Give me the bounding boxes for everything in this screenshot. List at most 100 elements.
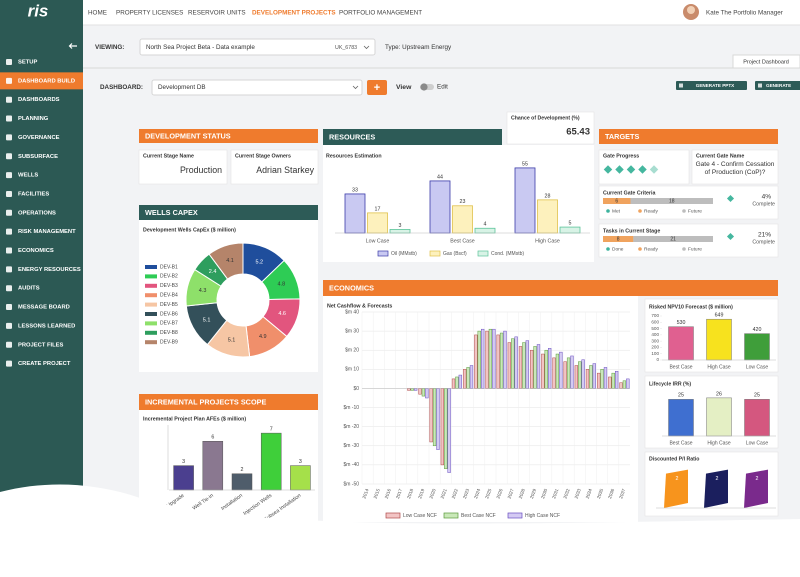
- legend-label: Best Case NCF: [461, 513, 496, 519]
- bar: [706, 318, 732, 361]
- bar: [744, 469, 768, 508]
- menu-item[interactable]: DASHBOARD BUILD: [18, 78, 75, 84]
- menu-item[interactable]: ECONOMICS: [18, 248, 54, 254]
- avatar-face: [687, 6, 695, 14]
- legend-swatch: [507, 512, 523, 519]
- progress-segment: [630, 198, 713, 204]
- menu-item[interactable]: ENERGY RESOURCES: [18, 267, 81, 273]
- button[interactable]: [755, 81, 800, 90]
- menu-item[interactable]: CREATE PROJECT: [18, 361, 71, 367]
- dashboard-select[interactable]: [151, 79, 363, 96]
- bar: [530, 349, 534, 389]
- card-label: Gate Progress: [603, 153, 639, 159]
- menu-item[interactable]: SUBSURFACE: [18, 154, 58, 160]
- menu-item[interactable]: WELLS: [18, 173, 38, 179]
- menu-icon: [6, 77, 12, 84]
- bar: [522, 342, 526, 389]
- x-tick-label: 2033: [574, 488, 582, 500]
- x-tick-label: 2017: [395, 488, 403, 500]
- menu-item[interactable]: FACILITIES: [18, 191, 49, 197]
- bar: [548, 348, 552, 389]
- legend-label: Low Case NCF: [403, 513, 437, 519]
- bar: [173, 465, 194, 491]
- x-tick-label: 2037: [618, 488, 626, 500]
- logo: ris: [28, 1, 49, 20]
- menu-icon: [6, 153, 12, 160]
- nav-item[interactable]: RESERVOIR UNITS: [188, 10, 246, 17]
- bar: [559, 226, 581, 234]
- bar: [367, 212, 388, 234]
- legend-swatch: [145, 321, 157, 326]
- x-tick-label: High Case: [707, 440, 731, 446]
- menu-item[interactable]: PLANNING: [18, 116, 49, 122]
- x-tick-label: 2036: [607, 488, 615, 500]
- bar: [290, 465, 311, 491]
- tab[interactable]: [732, 54, 800, 69]
- y-tick-label: $m -30: [343, 443, 359, 449]
- nav-item[interactable]: HOME: [88, 10, 107, 17]
- menu-icon: [6, 115, 12, 122]
- x-tick-label: Low Case: [746, 364, 768, 370]
- menu-icon: [6, 322, 12, 329]
- panel-body: [139, 410, 318, 522]
- project-select[interactable]: [139, 38, 376, 56]
- menu-item[interactable]: PROJECT FILES: [18, 342, 64, 348]
- panel-title: INCREMENTAL PROJECTS SCOPE: [145, 397, 266, 406]
- y-tick-label: 200: [651, 345, 659, 350]
- value-label: 6: [211, 435, 214, 441]
- nav-item[interactable]: PROPERTY LICENSES: [116, 10, 183, 17]
- bar: [503, 330, 507, 389]
- menu-item[interactable]: MESSAGE BOARD: [18, 305, 70, 311]
- bar: [451, 378, 456, 389]
- legend-swatch: [145, 274, 157, 279]
- menu-item[interactable]: SETUP: [18, 60, 37, 66]
- bar: [566, 357, 571, 389]
- card: [138, 149, 228, 185]
- legend-label: DEV-B8: [160, 330, 178, 336]
- percent: 21%: [758, 232, 771, 239]
- legend-swatch: [145, 312, 157, 316]
- x-tick-label: 2022: [451, 488, 459, 500]
- bar: [421, 388, 426, 397]
- menu-item[interactable]: OPERATIONS: [18, 210, 56, 216]
- menu-item[interactable]: RISK MANAGEMENT: [18, 229, 76, 235]
- nav-item[interactable]: DEVELOPMENT PROJECTS: [252, 10, 336, 17]
- progress-segment: [603, 198, 631, 204]
- legend-swatch: [385, 512, 401, 519]
- bar: [704, 469, 728, 508]
- bar: [589, 365, 593, 389]
- bar: [574, 365, 579, 389]
- bar: [578, 361, 582, 389]
- legend-label: DEV-B5: [160, 302, 178, 308]
- button[interactable]: [676, 81, 747, 90]
- bar: [488, 328, 493, 389]
- bar: [533, 346, 537, 389]
- menu-item[interactable]: DASHBOARDS: [18, 97, 60, 103]
- bar: [668, 399, 694, 437]
- bar: [429, 388, 433, 443]
- x-tick-label: Low Case: [746, 440, 768, 446]
- value-label: 44: [437, 174, 443, 180]
- nav-item[interactable]: PORTFOLIO MANAGEMENT: [339, 10, 422, 17]
- bar: [485, 330, 489, 389]
- user-name[interactable]: Kate The Portfolio Manager: [706, 10, 783, 17]
- bar: [600, 369, 604, 389]
- bar: [344, 193, 366, 234]
- collapse-arrow[interactable]: [68, 43, 78, 49]
- menu-item[interactable]: LESSONS LEARNED: [18, 323, 75, 329]
- x-tick-label: 2021: [440, 488, 448, 500]
- x-tick-label: 2025: [484, 488, 492, 500]
- panel-header: [323, 280, 778, 296]
- chart-title: Incremental Project Plan AFEs ($ million…: [143, 416, 246, 422]
- menu-item[interactable]: AUDITS: [18, 286, 40, 292]
- bar: [514, 336, 518, 389]
- value-label: 23: [460, 199, 466, 205]
- x-tick-label: 2034: [585, 488, 593, 500]
- menu-item[interactable]: GOVERNANCE: [18, 135, 60, 141]
- menu-icon: [6, 96, 12, 103]
- value-label: 649: [715, 313, 724, 319]
- bar: [455, 376, 459, 389]
- legend-label: DEV-B6: [160, 311, 178, 317]
- menu-icon: [6, 285, 12, 292]
- add-button[interactable]: [367, 80, 387, 95]
